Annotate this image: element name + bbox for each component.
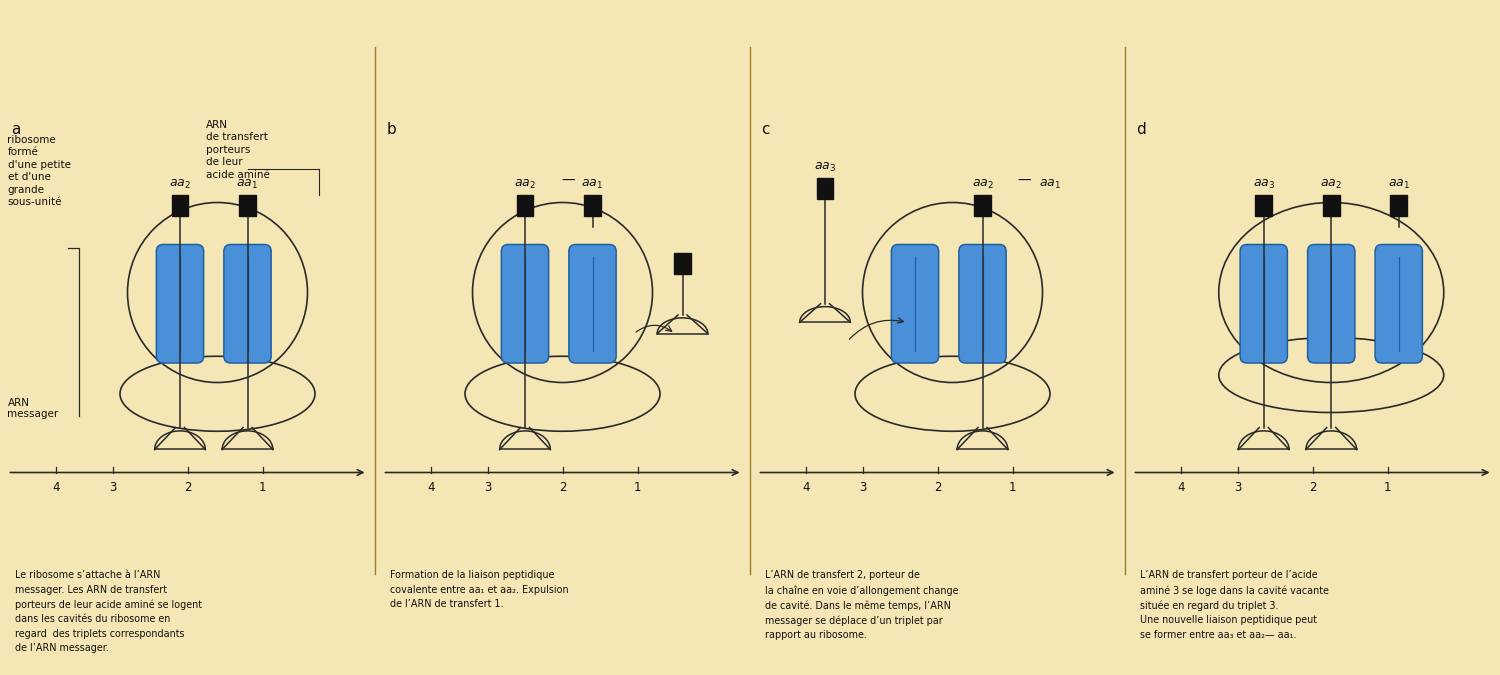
Text: Formation de la liaison peptidique
covalente entre aa₁ et aa₂. Expulsion
de l’AR: Formation de la liaison peptidique coval… <box>390 570 568 609</box>
Text: 1: 1 <box>1008 481 1017 494</box>
Text: d: d <box>1137 122 1146 137</box>
Bar <box>171 195 189 215</box>
Text: L’ARN de transfert porteur de l’acide
aminé 3 se loge dans la cavité vacante
sit: L’ARN de transfert porteur de l’acide am… <box>1140 570 1329 639</box>
Text: a: a <box>12 122 21 137</box>
Text: 1: 1 <box>258 481 267 494</box>
Text: 2: 2 <box>933 481 942 494</box>
Text: 4: 4 <box>427 481 435 494</box>
FancyBboxPatch shape <box>1376 244 1422 363</box>
Bar <box>516 195 534 215</box>
Text: 3: 3 <box>1234 481 1240 494</box>
Text: 2: 2 <box>183 481 192 494</box>
Text: 3: 3 <box>484 481 490 494</box>
FancyBboxPatch shape <box>891 244 939 363</box>
FancyBboxPatch shape <box>156 244 204 363</box>
Text: 1: 1 <box>1383 481 1392 494</box>
Text: L’ARN de transfert 2, porteur de
la chaîne en voie d’allongement change
de cavit: L’ARN de transfert 2, porteur de la chaî… <box>765 570 958 641</box>
Text: ARN
de transfert
porteurs
de leur
acide aminé: ARN de transfert porteurs de leur acide … <box>206 120 270 180</box>
Text: ribosome
formé
d'une petite
et d'une
grande
sous-unité: ribosome formé d'une petite et d'une gra… <box>8 135 70 207</box>
FancyBboxPatch shape <box>224 244 272 363</box>
Text: Le ribosome s’attache à l’ARN
messager. Les ARN de transfert
porteurs de leur ac: Le ribosome s’attache à l’ARN messager. … <box>15 570 202 653</box>
Bar <box>238 195 256 215</box>
Text: $aa_1$: $aa_1$ <box>1040 178 1060 191</box>
FancyBboxPatch shape <box>1308 244 1354 363</box>
Text: $aa_1$: $aa_1$ <box>237 178 258 191</box>
Bar <box>974 195 992 215</box>
FancyBboxPatch shape <box>958 244 1006 363</box>
Text: c: c <box>760 122 770 137</box>
Bar <box>1323 195 1340 215</box>
Text: 4: 4 <box>1178 481 1185 494</box>
Text: 3: 3 <box>859 481 865 494</box>
Text: $aa_2$: $aa_2$ <box>972 178 993 191</box>
Text: 3: 3 <box>110 481 116 494</box>
Bar <box>816 178 834 198</box>
Text: $aa_1$: $aa_1$ <box>1388 178 1410 191</box>
Text: $aa_2$: $aa_2$ <box>1320 178 1342 191</box>
FancyBboxPatch shape <box>501 244 549 363</box>
Bar <box>674 253 692 274</box>
Bar <box>1390 195 1407 215</box>
Bar <box>1256 195 1272 215</box>
Text: —: — <box>1017 173 1031 188</box>
Text: 2: 2 <box>1308 481 1317 494</box>
Text: 4: 4 <box>53 481 60 494</box>
Text: $aa_2$: $aa_2$ <box>514 178 535 191</box>
Text: 4: 4 <box>802 481 810 494</box>
Text: 2: 2 <box>558 481 567 494</box>
Text: $aa_2$: $aa_2$ <box>170 178 190 191</box>
FancyBboxPatch shape <box>568 244 616 363</box>
FancyBboxPatch shape <box>1240 244 1287 363</box>
Text: $aa_3$: $aa_3$ <box>815 161 836 174</box>
Text: —: — <box>561 173 574 188</box>
Text: ARN
messager: ARN messager <box>8 398 59 419</box>
Text: $aa_3$: $aa_3$ <box>1252 178 1275 191</box>
Text: 1: 1 <box>633 481 642 494</box>
Text: $aa_1$: $aa_1$ <box>582 178 603 191</box>
Text: b: b <box>387 122 396 137</box>
Bar <box>584 195 602 215</box>
